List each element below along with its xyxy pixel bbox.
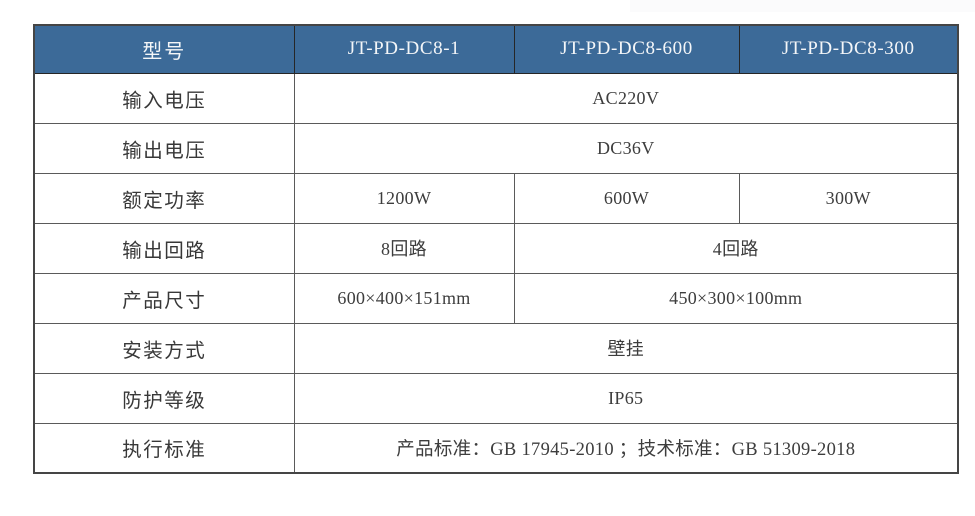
spec-value: 300W [738, 172, 959, 224]
spec-label: 防护等级 [33, 372, 295, 424]
spec-value: IP65 [293, 372, 959, 424]
row-product-size: 产品尺寸 600×400×151mm 450×300×100mm [33, 272, 959, 324]
spec-value: DC36V [293, 122, 959, 174]
header-cell-model: 型号 [33, 24, 295, 74]
spec-label: 安装方式 [33, 322, 295, 374]
spec-value: 产品标准：GB 17945-2010 ；技术标准：GB 51309-2018 [293, 422, 959, 474]
spec-label: 输入电压 [33, 72, 295, 124]
top-edge-shading [630, 0, 975, 12]
row-output-circuits: 输出回路 8回路 4回路 [33, 222, 959, 274]
row-standards: 执行标准 产品标准：GB 17945-2010 ；技术标准：GB 51309-2… [33, 422, 959, 474]
spec-value: 1200W [293, 172, 515, 224]
spec-label: 产品尺寸 [33, 272, 295, 324]
header-cell-model-600: JT-PD-DC8-600 [513, 24, 740, 74]
spec-label: 输出回路 [33, 222, 295, 274]
spec-value: 4回路 [513, 222, 959, 274]
spec-value: 600W [513, 172, 740, 224]
spec-label: 额定功率 [33, 172, 295, 224]
row-output-voltage: 输出电压 DC36V [33, 122, 959, 174]
row-protection-rating: 防护等级 IP65 [33, 372, 959, 424]
product-spec-table-container: 型号 JT-PD-DC8-1 JT-PD-DC8-600 JT-PD-DC8-3… [33, 24, 959, 474]
spec-value: 壁挂 [293, 322, 959, 374]
row-rated-power: 额定功率 1200W 600W 300W [33, 172, 959, 224]
spec-value: 600×400×151mm [293, 272, 515, 324]
spec-value: 8回路 [293, 222, 515, 274]
spec-value: 450×300×100mm [513, 272, 959, 324]
spec-label: 输出电压 [33, 122, 295, 174]
spec-value: AC220V [293, 72, 959, 124]
row-input-voltage: 输入电压 AC220V [33, 72, 959, 124]
product-spec-table: 型号 JT-PD-DC8-1 JT-PD-DC8-600 JT-PD-DC8-3… [33, 24, 959, 474]
spec-label: 执行标准 [33, 422, 295, 474]
header-row: 型号 JT-PD-DC8-1 JT-PD-DC8-600 JT-PD-DC8-3… [33, 24, 959, 74]
header-cell-model-1: JT-PD-DC8-1 [293, 24, 515, 74]
header-cell-model-300: JT-PD-DC8-300 [738, 24, 959, 74]
row-mounting: 安装方式 壁挂 [33, 322, 959, 374]
